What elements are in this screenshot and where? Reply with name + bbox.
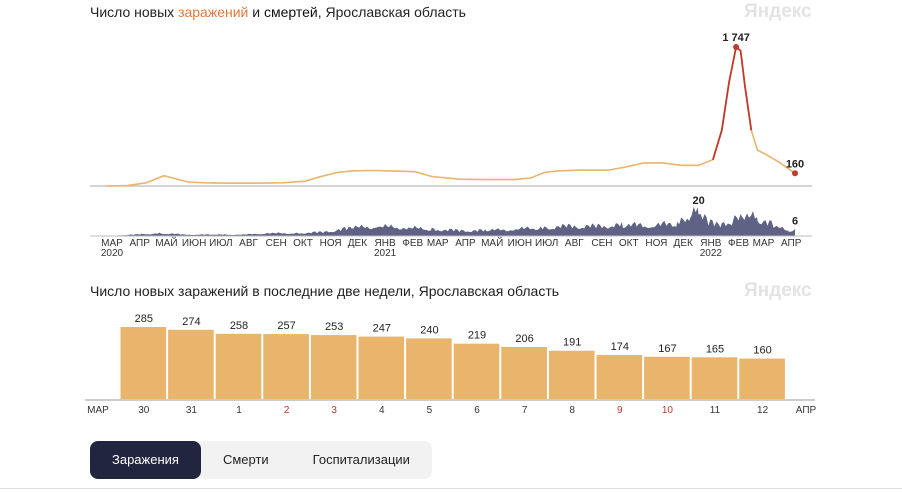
infections-peak-segment [712, 45, 753, 160]
bar-start-label: МАР [87, 405, 109, 416]
bar-category-label: 12 [757, 405, 769, 416]
bar [501, 346, 547, 399]
bar [310, 335, 357, 399]
x-tick-label: НОЯ [320, 238, 342, 249]
x-tick-label: АПР [129, 238, 150, 249]
bar-value-label: 160 [753, 345, 771, 357]
bar-category-label: 3 [331, 405, 337, 416]
bar [358, 336, 405, 399]
bar [596, 355, 643, 399]
bar-value-label: 174 [611, 341, 629, 353]
x-tick-label: МАЙ [481, 236, 503, 249]
x-tick-label: АПР [781, 238, 802, 249]
x-tick-label: АВГ [565, 238, 584, 249]
bar-value-label: 253 [325, 321, 343, 333]
bar-value-label: 257 [277, 320, 295, 332]
title-infections: заражений [178, 4, 249, 20]
title-deaths: смертей [263, 4, 318, 20]
divider [0, 488, 902, 489]
bar-category-label: 11 [710, 405, 721, 416]
bar-category-label: 31 [186, 405, 198, 416]
x-tick-label: ДЕК [674, 238, 693, 249]
bar-category-label: 7 [522, 405, 528, 416]
bar [691, 357, 738, 399]
bar-value-label: 206 [515, 333, 533, 345]
bar [215, 333, 262, 399]
peak-label: 1 747 [722, 32, 750, 44]
infections-line [105, 45, 796, 187]
metric-tabs: Заражения Смерти Госпитализации [90, 441, 432, 479]
bar-value-label: 285 [135, 313, 153, 325]
tab-infections[interactable]: Заражения [90, 441, 201, 479]
x-tick-label: ФЕВ [728, 238, 749, 249]
bar [406, 338, 452, 399]
bar [263, 334, 309, 399]
x-tick-label: МАР [427, 238, 449, 249]
x-tick-label: ЯНВ [700, 238, 721, 249]
bar-category-label: 1 [236, 405, 242, 416]
bar-value-label: 274 [182, 316, 200, 328]
bar-value-label: 167 [658, 343, 676, 355]
x-tick-label: ИЮЛ [535, 238, 558, 249]
bar-category-label: 4 [379, 405, 385, 416]
x-tick-label: НОЯ [645, 238, 667, 249]
bar [739, 358, 785, 399]
bar-category-label: 30 [138, 405, 150, 416]
x-tick-label: МАР [753, 238, 775, 249]
bar-category-label: 2 [284, 405, 290, 416]
title-part: Число новых [90, 4, 179, 20]
bar-category-label: 9 [617, 405, 623, 416]
bar-category-label: 5 [427, 405, 433, 416]
bar-value-label: 191 [563, 337, 581, 349]
yandex-logo: Яндекс [744, 1, 812, 22]
x-tick-label: АПР [455, 238, 476, 249]
bar-value-label: 258 [230, 320, 248, 332]
title-part: и [248, 4, 264, 20]
x-tick-label: ЯНВ [375, 238, 396, 249]
yandex-logo: Яндекс [744, 280, 812, 301]
x-tick-label: МАЙ [155, 236, 177, 249]
bar [644, 356, 690, 399]
last-point [792, 170, 798, 177]
x-tick-label: АВГ [239, 238, 258, 249]
bar-end-label: АПР [796, 405, 817, 416]
tab-hospitalizations[interactable]: Госпитализации [312, 452, 410, 467]
line-chart-title: Число новых заражений и смертей, Ярослав… [90, 4, 466, 20]
x-tick-year: 2021 [374, 248, 397, 259]
title-part: , Ярославская область [317, 4, 466, 20]
last-deaths-label: 6 [792, 216, 798, 228]
x-tick-label: ОКТ [293, 238, 313, 249]
x-tick-label: ДЕК [348, 238, 367, 249]
tab-deaths[interactable]: Смерти [222, 452, 269, 467]
x-tick-label: ИЮН [182, 238, 207, 249]
x-tick-year: 2020 [101, 248, 124, 259]
bar [120, 327, 167, 399]
bar-category-label: 8 [569, 405, 575, 416]
x-tick-label: СЕН [266, 238, 287, 249]
peak-point [733, 44, 740, 50]
x-tick-label: ОКТ [619, 238, 639, 249]
bar [453, 343, 500, 399]
x-tick-label: МАР [101, 238, 123, 249]
bar-value-label: 240 [420, 324, 438, 336]
x-tick-label: ИЮН [508, 238, 533, 249]
bar [168, 329, 214, 399]
last-infections-label: 160 [786, 158, 804, 170]
x-tick-label: ИЮЛ [209, 238, 232, 249]
deaths-area [106, 206, 795, 236]
peak-deaths-label: 20 [692, 195, 704, 207]
x-tick-label: СЕН [591, 238, 612, 249]
x-tick-label: ФЕВ [402, 238, 423, 249]
bar-value-label: 165 [706, 343, 724, 355]
bar-category-label: 6 [474, 405, 480, 416]
x-tick-year: 2022 [700, 248, 723, 259]
bar-chart-title: Число новых заражений в последние две не… [90, 283, 560, 299]
bar-value-label: 219 [468, 330, 486, 342]
bar-category-label: 10 [662, 405, 674, 416]
bar [548, 350, 595, 399]
bar-value-label: 247 [373, 323, 391, 335]
